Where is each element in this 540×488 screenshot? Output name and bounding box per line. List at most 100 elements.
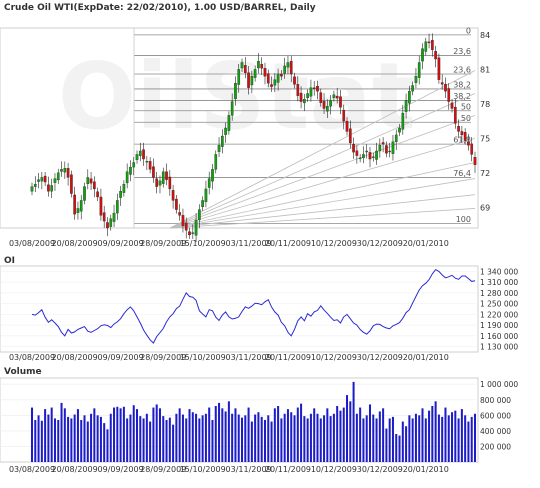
fan-line-6 (169, 194, 476, 229)
volume-bar-91 (329, 416, 332, 462)
candle-body-96 (345, 120, 349, 132)
volume-bar-82 (300, 403, 303, 462)
volume-bar-71 (263, 420, 266, 462)
candle-body-82 (299, 92, 303, 102)
candle-body-129 (453, 106, 457, 124)
price-xtick-3: 28/09/2009 (140, 239, 186, 248)
candle-body-124 (437, 57, 441, 80)
volume-bar-60 (227, 401, 230, 462)
volume-bar-37 (152, 407, 155, 462)
fan-line-1 (169, 93, 476, 229)
candle-body-78 (286, 62, 290, 68)
volume-bar-61 (231, 413, 234, 462)
fib-label-2: 23,6 (453, 65, 471, 74)
price-ytick-4: 81 (480, 65, 490, 74)
volume-bar-111 (395, 434, 398, 462)
fan-line-2 (169, 114, 476, 229)
volume-bar-131 (460, 409, 463, 462)
candle-body-37 (152, 166, 155, 178)
volume-bar-29 (126, 418, 129, 462)
candle-body-132 (463, 131, 467, 141)
volume-bar-67 (250, 421, 253, 462)
oi-xtick-9: 20/01/2010 (403, 353, 449, 362)
candle-body-101 (362, 154, 365, 159)
candle-body-1 (33, 184, 37, 187)
volume-bar-36 (149, 421, 152, 462)
volume-bar-44 (175, 413, 178, 462)
volume-bar-5 (47, 414, 50, 462)
volume-bar-69 (257, 412, 260, 462)
price-panel-frame (0, 27, 479, 229)
volume-ytick-3: 800 000 (480, 396, 511, 405)
volume-xtick-6: 20/11/2009 (265, 465, 311, 474)
candle-body-50 (194, 219, 198, 236)
candle-body-61 (230, 101, 234, 116)
fib-label-5: 50 (461, 102, 471, 111)
candle-body-19 (93, 181, 96, 190)
watermark: OilStat (58, 43, 416, 150)
candle-body-48 (188, 231, 191, 236)
volume-bar-64 (241, 417, 244, 462)
candle-body-107 (381, 142, 385, 145)
volume-bar-32 (135, 409, 139, 462)
oi-xtick-6: 20/11/2009 (265, 353, 311, 362)
volume-bar-31 (132, 405, 135, 462)
candle-body-126 (444, 84, 447, 92)
candle-body-106 (378, 145, 382, 152)
fan-line-4 (169, 162, 476, 229)
volume-bar-124 (437, 414, 440, 462)
candle-body-2 (37, 179, 40, 182)
candle-body-59 (224, 127, 227, 135)
volume-bar-72 (267, 415, 270, 462)
volume-title: Volume (4, 367, 42, 377)
volume-bar-106 (378, 411, 381, 462)
volume-xtick-2: 09/09/2009 (98, 465, 144, 474)
oi-title: OI (4, 256, 15, 266)
oi-ytick-0: 1 130 000 (480, 343, 518, 352)
volume-bar-76 (280, 418, 283, 462)
price-ytick-5: 84 (480, 31, 490, 40)
volume-bar-107 (382, 408, 385, 462)
volume-bar-34 (142, 418, 145, 462)
volume-ytick-0: 200 000 (480, 442, 511, 451)
volume-bar-13 (73, 414, 76, 462)
volume-bar-98 (352, 381, 355, 462)
volume-bar-15 (80, 420, 83, 462)
volume-bar-96 (346, 395, 349, 462)
fib-label-9: 100 (456, 215, 471, 224)
candle-body-87 (316, 86, 319, 92)
fib-label-8: 76,4 (453, 169, 471, 178)
volume-bar-116 (411, 418, 414, 462)
candle-body-90 (326, 106, 329, 112)
volume-bar-86 (313, 408, 316, 462)
price-ytick-2: 75 (480, 134, 490, 143)
fan-line-5 (169, 178, 476, 229)
candle-body-104 (371, 156, 375, 158)
volume-bar-75 (277, 406, 280, 462)
volume-bar-17 (86, 421, 89, 462)
candle-body-116 (411, 85, 414, 92)
candle-body-83 (303, 99, 306, 104)
volume-bar-127 (447, 415, 450, 462)
candle-body-131 (460, 131, 464, 136)
oi-ytick-4: 1 250 000 (480, 300, 518, 309)
volume-bar-105 (375, 418, 378, 462)
candle-body-93 (335, 95, 339, 99)
volume-bar-46 (181, 414, 184, 462)
volume-bar-55 (211, 420, 214, 462)
candle-body-62 (234, 83, 237, 99)
volume-bar-77 (283, 413, 286, 462)
oi-ytick-6: 1 310 000 (480, 278, 518, 287)
candle-body-46 (181, 215, 185, 226)
volume-bar-54 (208, 407, 211, 462)
oi-ytick-2: 1 190 000 (480, 321, 518, 330)
candle-body-60 (227, 115, 231, 131)
price-xtick-0: 03/08/2009 (9, 239, 55, 248)
candle-body-73 (270, 84, 273, 87)
candle-body-118 (417, 62, 421, 78)
price-ytick-3: 78 (480, 100, 490, 109)
candle-body-18 (89, 178, 93, 184)
